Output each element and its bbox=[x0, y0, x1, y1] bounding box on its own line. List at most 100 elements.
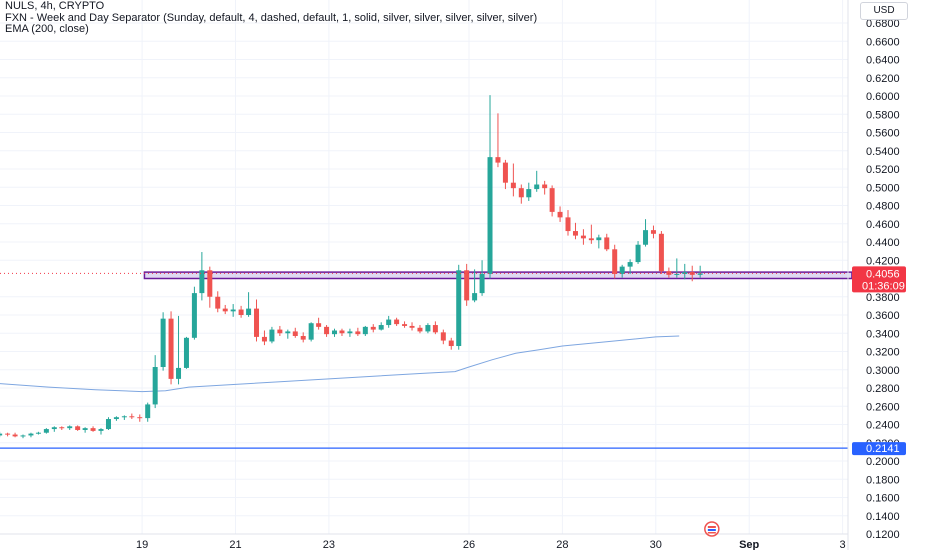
countdown-label: 01:36:09 bbox=[862, 280, 905, 292]
legend-symbol[interactable]: NULS, 4h, CRYPTO bbox=[5, 0, 105, 12]
y-tick-label: 0.5000 bbox=[866, 182, 900, 194]
candle bbox=[674, 258, 680, 278]
candle-body bbox=[269, 329, 275, 342]
support-price-label: 0.2141 bbox=[866, 443, 900, 455]
candle bbox=[51, 426, 57, 432]
candle-body bbox=[479, 273, 485, 294]
candle bbox=[183, 336, 189, 369]
y-tick-label: 0.2800 bbox=[866, 383, 900, 395]
candle-body bbox=[12, 434, 18, 437]
candle-body bbox=[394, 319, 400, 325]
y-tick-label: 0.2600 bbox=[866, 401, 900, 413]
candle bbox=[534, 170, 540, 192]
candle-body bbox=[456, 270, 462, 347]
horizontal-lines[interactable] bbox=[0, 272, 848, 449]
candle-body bbox=[261, 336, 267, 342]
candle bbox=[28, 432, 34, 438]
flag-stripe-icon bbox=[707, 532, 716, 534]
candle bbox=[619, 264, 625, 278]
candle-body bbox=[518, 188, 524, 198]
candle bbox=[580, 229, 586, 245]
candle-body bbox=[332, 330, 338, 335]
candle bbox=[386, 315, 392, 328]
candle bbox=[269, 326, 275, 344]
candle-body bbox=[588, 238, 594, 241]
candle bbox=[362, 325, 368, 336]
candle bbox=[697, 265, 703, 278]
candle-body bbox=[43, 429, 49, 433]
candle-body bbox=[145, 404, 151, 419]
currency-button[interactable]: USD bbox=[860, 2, 908, 20]
candle bbox=[12, 432, 18, 438]
candle bbox=[215, 291, 221, 313]
candle-body bbox=[199, 270, 205, 294]
candle bbox=[526, 182, 532, 201]
candle-body bbox=[409, 325, 415, 328]
candle bbox=[59, 426, 65, 430]
candle bbox=[409, 322, 415, 331]
candle-body bbox=[160, 318, 166, 368]
candle bbox=[510, 163, 516, 197]
candle-body bbox=[635, 244, 641, 263]
x-tick-label: 21 bbox=[229, 539, 241, 550]
candle-body bbox=[557, 211, 563, 218]
current-price-badge bbox=[852, 266, 906, 293]
candle-body bbox=[20, 435, 26, 437]
candle-body bbox=[82, 428, 88, 430]
candle-body bbox=[222, 308, 228, 312]
legend-indicator-ema[interactable]: EMA (200, close) bbox=[5, 23, 89, 35]
candle bbox=[650, 225, 656, 239]
candle-body bbox=[121, 416, 127, 418]
candle-body bbox=[627, 262, 633, 267]
chart-legend: NULS, 4h, CRYPTO FXN - Week and Day Sepa… bbox=[5, 0, 538, 36]
y-tick-label: 0.5600 bbox=[866, 128, 900, 140]
y-tick-label: 0.4200 bbox=[866, 255, 900, 267]
candle bbox=[98, 428, 104, 435]
candle-body bbox=[402, 324, 408, 326]
event-marker[interactable] bbox=[704, 521, 720, 537]
y-tick-label: 0.6000 bbox=[866, 91, 900, 103]
candle bbox=[168, 311, 174, 385]
y-tick-label: 0.2400 bbox=[866, 420, 900, 432]
y-tick-label: 0.1200 bbox=[866, 529, 900, 541]
y-tick-label: 0.2000 bbox=[866, 456, 900, 468]
y-tick-label: 0.1800 bbox=[866, 474, 900, 486]
candle bbox=[643, 219, 649, 247]
candle bbox=[604, 233, 610, 252]
candle bbox=[82, 427, 88, 433]
candle bbox=[425, 323, 431, 334]
candle bbox=[627, 259, 633, 274]
candle-body bbox=[191, 293, 197, 338]
candle bbox=[75, 425, 81, 431]
candle bbox=[230, 304, 236, 317]
candle-body bbox=[580, 235, 586, 239]
candle-body bbox=[378, 325, 384, 330]
ema-line bbox=[0, 335, 680, 393]
candle bbox=[472, 269, 478, 303]
candle bbox=[207, 266, 213, 308]
candle-body bbox=[472, 293, 478, 301]
candle bbox=[355, 327, 361, 336]
candle-body bbox=[316, 323, 322, 327]
candle-body bbox=[487, 157, 493, 274]
flag-stripe-icon bbox=[707, 526, 716, 528]
candle-body bbox=[386, 319, 392, 326]
candle bbox=[572, 222, 578, 240]
candle bbox=[113, 416, 119, 421]
candle-body bbox=[51, 427, 57, 430]
support-resistance-zone[interactable] bbox=[143, 271, 853, 280]
price-axis[interactable]: 0.6800 0.6600 0.6400 0.6200 0.6000 0.5800 0.56… bbox=[847, 0, 900, 550]
legend-indicator-separator[interactable]: FXN - Week and Day Separator (Sunday, de… bbox=[5, 11, 538, 24]
candle bbox=[557, 206, 563, 222]
candle-body bbox=[90, 428, 96, 431]
candle-body bbox=[347, 331, 353, 334]
candle bbox=[487, 95, 493, 279]
candle bbox=[502, 159, 508, 190]
y-tick-label: 0.4600 bbox=[866, 219, 900, 231]
time-axis[interactable]: 19 21 23 26 28 30 Sep 3 bbox=[0, 533, 848, 550]
candle bbox=[300, 332, 306, 343]
y-tick-label: 0.4800 bbox=[866, 201, 900, 213]
y-tick-label: 0.3400 bbox=[866, 328, 900, 340]
candles bbox=[0, 95, 703, 439]
